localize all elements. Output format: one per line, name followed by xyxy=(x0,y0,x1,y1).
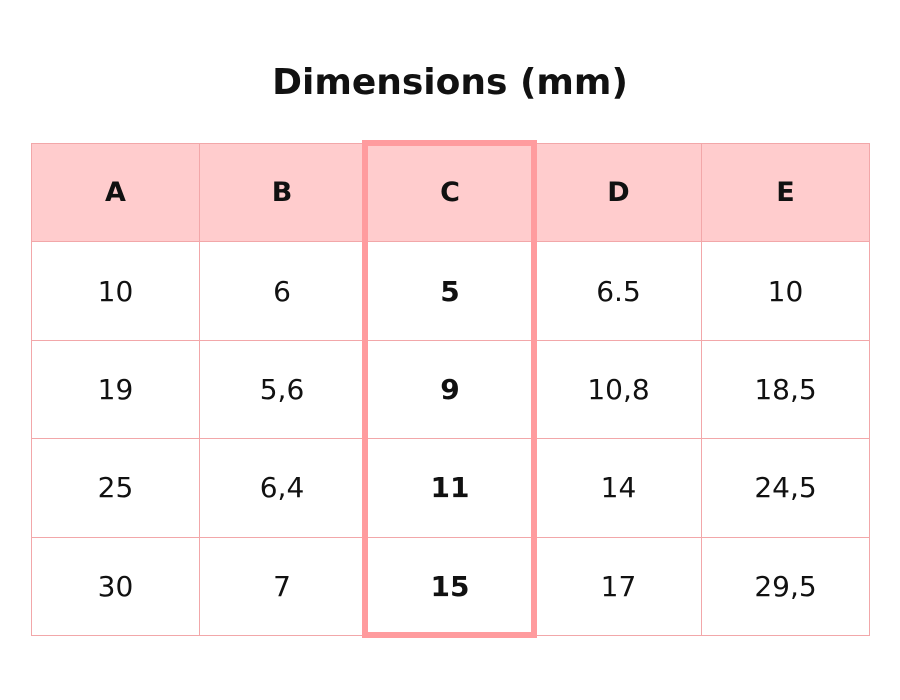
table-cell: 25 xyxy=(31,438,200,538)
table-cell: 5 xyxy=(364,241,536,341)
table-cell: 17 xyxy=(535,536,702,636)
table-cell: 29,5 xyxy=(701,536,870,636)
table-cell: 24,5 xyxy=(701,438,870,538)
table-title: Dimensions (mm) xyxy=(272,62,628,103)
table-cell: 6.5 xyxy=(535,241,702,341)
header-cell: A xyxy=(31,143,200,243)
header-cell: E xyxy=(701,143,870,243)
table-cell: 14 xyxy=(535,438,702,538)
header-cell: C xyxy=(364,143,536,243)
table-cell: 19 xyxy=(31,339,200,440)
table-cell: 15 xyxy=(364,536,536,636)
header-cell: D xyxy=(535,143,702,243)
table-cell: 30 xyxy=(31,536,200,636)
header-cell: B xyxy=(199,143,365,243)
table-cell: 9 xyxy=(364,339,536,440)
table-cell: 10 xyxy=(31,241,200,341)
table-cell: 5,6 xyxy=(199,339,365,440)
table-cell: 11 xyxy=(364,438,536,538)
table-cell: 10 xyxy=(701,241,870,341)
table-cell: 10,8 xyxy=(535,339,702,440)
table-cell: 6,4 xyxy=(199,438,365,538)
table-cell: 7 xyxy=(199,536,365,636)
table-cell: 6 xyxy=(199,241,365,341)
table-cell: 18,5 xyxy=(701,339,870,440)
